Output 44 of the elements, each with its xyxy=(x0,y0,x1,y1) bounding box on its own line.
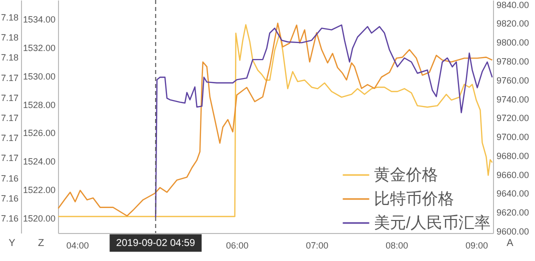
y-tick-label: 1522.00 xyxy=(22,185,56,196)
text: Z xyxy=(38,238,44,249)
y2-tick-label: 9640.00 xyxy=(496,188,530,199)
y-tick-label: 1534.00 xyxy=(22,14,56,25)
y3-tick-label: 7.18 xyxy=(0,12,18,22)
text: Y xyxy=(8,238,16,249)
y2-tick-label: 9760.00 xyxy=(496,75,530,86)
y3-tick-label: 7.17 xyxy=(0,92,18,103)
y-tick-label: 1528.00 xyxy=(22,100,56,110)
y3-tick-label: 7.17 xyxy=(0,112,18,123)
y3-tick-label: 7.17 xyxy=(0,153,18,164)
y2-tick-label: 9840.00 xyxy=(496,0,530,10)
x-tick-label: 06:00 xyxy=(226,240,249,250)
x-tick-label: 09:00 xyxy=(465,240,488,250)
y3-tick-label: 7.16 xyxy=(0,213,18,224)
x-tick-label: 04:00 xyxy=(66,240,89,250)
y-tick-label: 1524.00 xyxy=(22,156,56,167)
y2-tick-label: 9680.00 xyxy=(496,150,530,161)
legend-label: 美元/人民币汇率 xyxy=(374,214,490,232)
y3-tick-label: 7.16 xyxy=(0,173,18,184)
y2-tick-label: 9740.00 xyxy=(496,94,530,104)
y2-tick-label: 9720.00 xyxy=(496,113,530,124)
x-tick-label: 08:00 xyxy=(386,240,408,250)
y2-tick-label: 9780.00 xyxy=(496,56,530,67)
y2-tick-label: 9700.00 xyxy=(496,132,530,142)
x-tick-label: 07:00 xyxy=(306,240,328,250)
text: 2019-09-02 04:59 xyxy=(116,238,196,249)
y2-tick-label: 9660.00 xyxy=(496,170,530,180)
y2-tick-label: 9620.00 xyxy=(496,208,530,218)
y-tick-label: 1520.00 xyxy=(22,213,56,224)
legend-label: 黄金价格 xyxy=(374,166,438,184)
y-tick-label: 1530.00 xyxy=(22,71,56,82)
y2-tick-label: 9800.00 xyxy=(496,38,530,48)
y2-tick-label: 9600.00 xyxy=(496,226,530,237)
y2-tick-label: 9820.00 xyxy=(496,18,530,29)
y-tick-label: 1526.00 xyxy=(22,128,56,138)
y3-tick-label: 7.18 xyxy=(0,52,18,63)
y3-tick-label: 7.16 xyxy=(0,193,18,204)
y3-tick-label: 7.17 xyxy=(0,72,18,83)
y3-tick-label: 7.17 xyxy=(0,133,18,144)
y-tick-label: 1532.00 xyxy=(22,42,56,53)
text: A xyxy=(506,238,514,249)
y3-tick-label: 7.18 xyxy=(0,32,18,43)
legend-label: 比特币价格 xyxy=(374,190,454,208)
